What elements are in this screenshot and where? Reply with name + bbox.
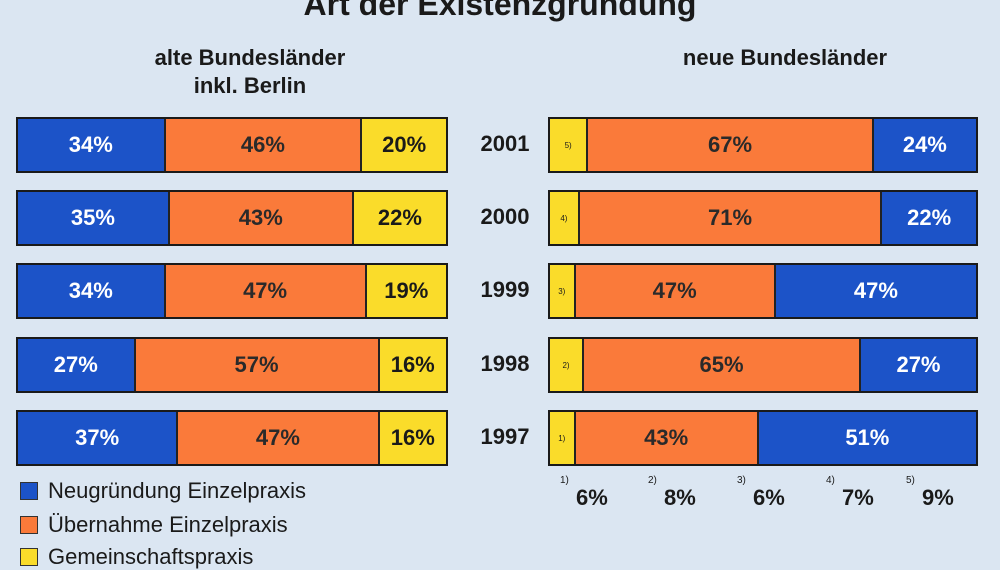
- alte-bar-1998: 27% 57% 16%: [16, 337, 448, 393]
- legend-item-uebernahme: Übernahme Einzelpraxis: [20, 512, 288, 538]
- alte-seg-yellow-2001: 20%: [360, 119, 446, 171]
- year-label-1997: 1997: [480, 424, 530, 449]
- legend-item-gemeinschaft: Gemeinschaftspraxis: [20, 544, 253, 570]
- neue-seg-blue-1998: 27%: [860, 339, 976, 391]
- neue-seg-orange-1997: 43%: [575, 412, 759, 464]
- right-panel-title-line-1: neue Bundesländer: [682, 45, 888, 70]
- legend-label-uebernahme: Übernahme Einzelpraxis: [48, 512, 288, 537]
- left-panel-title: alte Bundesländer inkl. Berlin: [100, 44, 400, 100]
- neue-seg-yellow-1997: 1): [550, 412, 576, 464]
- alte-seg-yellow-1998: 16%: [377, 339, 446, 391]
- alte-seg-orange-1999: 47%: [163, 265, 365, 317]
- alte-seg-blue-2001: 34%: [18, 119, 164, 171]
- alte-seg-orange-2000: 43%: [167, 192, 352, 244]
- legend-label-gemeinschaft: Gemeinschaftspraxis: [48, 544, 254, 569]
- footnote-4-value: 7%: [842, 485, 874, 510]
- alte-seg-blue-1999: 34%: [18, 265, 164, 317]
- alte-seg-blue-2000: 35%: [18, 192, 168, 244]
- neue-bar-1998: 2) 65% 27%: [548, 337, 978, 393]
- neue-seg-blue-2001: 24%: [873, 119, 976, 171]
- footnote-2-mark: 2): [648, 475, 657, 486]
- footnote-3-value: 6%: [753, 485, 785, 510]
- neue-bar-1999: 3) 47% 47%: [548, 263, 978, 319]
- year-label-1999: 1999: [480, 277, 530, 302]
- neue-seg-orange-2001: 67%: [588, 119, 874, 171]
- neue-seg-orange-1999: 47%: [575, 265, 776, 317]
- alte-seg-blue-1998: 27%: [18, 339, 134, 391]
- neue-seg-yellow-1998: 2): [550, 339, 585, 391]
- legend-item-neugruendung: Neugründung Einzelpraxis: [20, 478, 306, 504]
- year-label-2001: 2001: [480, 131, 530, 156]
- footnote-5-value: 9%: [922, 485, 954, 510]
- neue-seg-orange-2000: 71%: [579, 192, 883, 244]
- footnote-1-mark: 1): [560, 475, 569, 486]
- legend-swatch-orange: [20, 516, 38, 534]
- alte-bar-2000: 35% 43% 22%: [16, 190, 448, 246]
- legend-label-neugruendung: Neugründung Einzelpraxis: [48, 478, 307, 503]
- neue-seg-blue-1999: 47%: [775, 265, 976, 317]
- alte-seg-yellow-1997: 16%: [377, 412, 446, 464]
- footnote-2-value: 8%: [664, 485, 696, 510]
- neue-bar-2000: 4) 71% 22%: [548, 190, 978, 246]
- neue-seg-blue-2000: 22%: [882, 192, 976, 244]
- alte-seg-yellow-1999: 19%: [364, 265, 446, 317]
- legend-swatch-blue: [20, 482, 38, 500]
- left-panel-title-line-2: inkl. Berlin: [193, 73, 307, 98]
- neue-seg-yellow-2000: 4): [550, 192, 580, 244]
- alte-seg-blue-1997: 37%: [18, 412, 177, 464]
- neue-bar-1997: 1) 43% 51%: [548, 410, 978, 466]
- year-label-2000: 2000: [480, 204, 530, 229]
- neue-seg-yellow-2001: 5): [550, 119, 589, 171]
- neue-bar-2001: 5) 67% 24%: [548, 117, 978, 173]
- alte-seg-yellow-2000: 22%: [351, 192, 446, 244]
- neue-seg-yellow-1999: 3): [550, 265, 576, 317]
- right-panel-title: neue Bundesländer: [600, 44, 970, 72]
- alte-seg-orange-1997: 47%: [176, 412, 378, 464]
- alte-bar-1999: 34% 47% 19%: [16, 263, 448, 319]
- footnote-5-mark: 5): [906, 475, 915, 486]
- footnote-1-value: 6%: [576, 485, 608, 510]
- alte-bar-1997: 37% 47% 16%: [16, 410, 448, 466]
- legend-swatch-yellow: [20, 548, 38, 566]
- footnote-4-mark: 4): [826, 475, 835, 486]
- alte-seg-orange-1998: 57%: [133, 339, 378, 391]
- neue-seg-blue-1997: 51%: [758, 412, 976, 464]
- year-label-1998: 1998: [480, 351, 530, 376]
- neue-seg-orange-1998: 65%: [584, 339, 861, 391]
- left-panel-title-line-1: alte Bundesländer: [154, 45, 346, 70]
- footnote-3-mark: 3): [737, 475, 746, 486]
- alte-bar-2001: 34% 46% 20%: [16, 117, 448, 173]
- chart-title: Art der Existenzgründung: [303, 0, 697, 22]
- alte-seg-orange-2001: 46%: [163, 119, 361, 171]
